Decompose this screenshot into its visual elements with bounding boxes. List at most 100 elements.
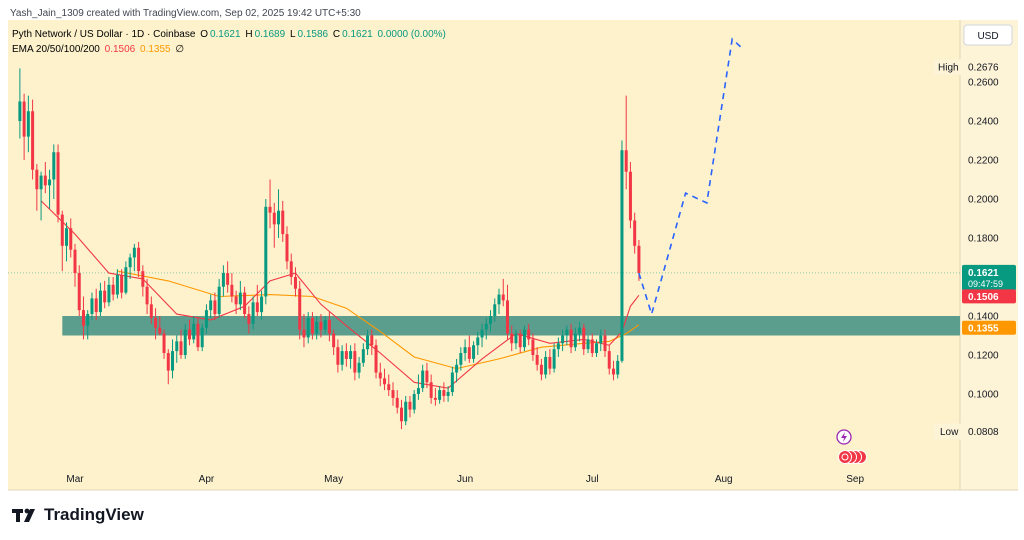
candle[interactable] bbox=[39, 171, 43, 221]
candle[interactable] bbox=[493, 298, 497, 322]
tradingview-brand[interactable]: TradingView bbox=[12, 505, 144, 525]
candle[interactable] bbox=[209, 294, 213, 318]
candle[interactable] bbox=[281, 200, 285, 242]
candle[interactable] bbox=[238, 280, 242, 311]
candle[interactable] bbox=[624, 95, 628, 190]
lightning-icon[interactable] bbox=[836, 429, 852, 445]
candle[interactable] bbox=[247, 306, 251, 334]
candle[interactable] bbox=[81, 296, 85, 340]
candle[interactable] bbox=[98, 282, 102, 316]
candle[interactable] bbox=[633, 212, 637, 254]
candle[interactable] bbox=[336, 339, 340, 373]
candle[interactable] bbox=[35, 163, 39, 211]
candle[interactable] bbox=[404, 395, 408, 426]
candle[interactable] bbox=[548, 349, 552, 375]
candle[interactable] bbox=[578, 321, 582, 342]
candle[interactable] bbox=[349, 345, 353, 369]
candle[interactable] bbox=[115, 269, 119, 299]
candle[interactable] bbox=[497, 288, 501, 315]
candle[interactable] bbox=[412, 390, 416, 414]
candle[interactable] bbox=[323, 316, 327, 334]
candle[interactable] bbox=[353, 343, 357, 381]
candle[interactable] bbox=[272, 202, 276, 248]
candle[interactable] bbox=[391, 382, 395, 406]
candle[interactable] bbox=[416, 374, 420, 400]
candle[interactable] bbox=[285, 226, 289, 270]
candle[interactable] bbox=[472, 341, 476, 363]
candle[interactable] bbox=[582, 323, 586, 355]
candle[interactable] bbox=[145, 278, 149, 315]
candle[interactable] bbox=[22, 93, 26, 160]
candle[interactable] bbox=[527, 323, 531, 346]
candle[interactable] bbox=[141, 265, 145, 297]
candle[interactable] bbox=[162, 329, 166, 359]
candle[interactable] bbox=[52, 144, 56, 199]
candle[interactable] bbox=[158, 316, 162, 336]
candle[interactable] bbox=[450, 366, 454, 396]
candle[interactable] bbox=[226, 261, 230, 293]
candle[interactable] bbox=[370, 329, 374, 355]
candle[interactable] bbox=[179, 329, 183, 359]
candle[interactable] bbox=[620, 140, 624, 363]
candle[interactable] bbox=[628, 161, 632, 229]
candle[interactable] bbox=[433, 388, 437, 406]
candle[interactable] bbox=[221, 265, 225, 297]
candle[interactable] bbox=[111, 277, 115, 301]
candle[interactable] bbox=[455, 358, 459, 383]
candle[interactable] bbox=[149, 296, 153, 324]
candle[interactable] bbox=[319, 314, 323, 338]
candle[interactable] bbox=[387, 374, 391, 396]
candle[interactable] bbox=[556, 337, 560, 357]
candle[interactable] bbox=[213, 292, 217, 320]
candle[interactable] bbox=[260, 290, 264, 320]
candle[interactable] bbox=[65, 222, 69, 262]
candle[interactable] bbox=[361, 343, 365, 367]
candle[interactable] bbox=[327, 312, 331, 342]
candle[interactable] bbox=[603, 329, 607, 357]
candle[interactable] bbox=[544, 351, 548, 379]
candle[interactable] bbox=[531, 333, 535, 361]
candle[interactable] bbox=[234, 290, 238, 315]
candle[interactable] bbox=[408, 395, 412, 418]
candle[interactable] bbox=[383, 368, 387, 391]
candle[interactable] bbox=[476, 331, 480, 355]
candle[interactable] bbox=[399, 399, 403, 430]
candle[interactable] bbox=[505, 284, 509, 340]
candle[interactable] bbox=[366, 329, 370, 355]
candle[interactable] bbox=[69, 218, 73, 258]
candle[interactable] bbox=[187, 319, 191, 346]
candle[interactable] bbox=[599, 329, 603, 352]
candle[interactable] bbox=[535, 347, 539, 371]
currency-stack-icon[interactable] bbox=[838, 450, 867, 464]
candle[interactable] bbox=[128, 253, 132, 279]
candle[interactable] bbox=[77, 265, 81, 316]
candle[interactable] bbox=[183, 323, 187, 359]
candle[interactable] bbox=[467, 335, 471, 363]
candle[interactable] bbox=[132, 243, 136, 272]
candle[interactable] bbox=[378, 362, 382, 387]
candle[interactable] bbox=[438, 386, 442, 404]
candle[interactable] bbox=[154, 308, 158, 340]
candle[interactable] bbox=[268, 179, 272, 229]
candle[interactable] bbox=[552, 343, 556, 373]
candle[interactable] bbox=[514, 329, 518, 350]
candle[interactable] bbox=[522, 325, 526, 352]
candle[interactable] bbox=[90, 292, 94, 320]
candle[interactable] bbox=[344, 343, 348, 367]
candle[interactable] bbox=[171, 339, 175, 379]
candle[interactable] bbox=[463, 339, 467, 361]
candle[interactable] bbox=[86, 310, 90, 340]
candle[interactable] bbox=[192, 316, 196, 344]
candle[interactable] bbox=[332, 329, 336, 355]
candle[interactable] bbox=[107, 277, 111, 307]
candle[interactable] bbox=[26, 95, 30, 153]
candle[interactable] bbox=[293, 267, 297, 297]
candle[interactable] bbox=[442, 382, 446, 402]
candle[interactable] bbox=[501, 278, 505, 307]
candle[interactable] bbox=[298, 280, 302, 340]
currency-button[interactable]: USD bbox=[963, 24, 1013, 46]
candle[interactable] bbox=[573, 327, 577, 352]
candle[interactable] bbox=[196, 317, 200, 352]
